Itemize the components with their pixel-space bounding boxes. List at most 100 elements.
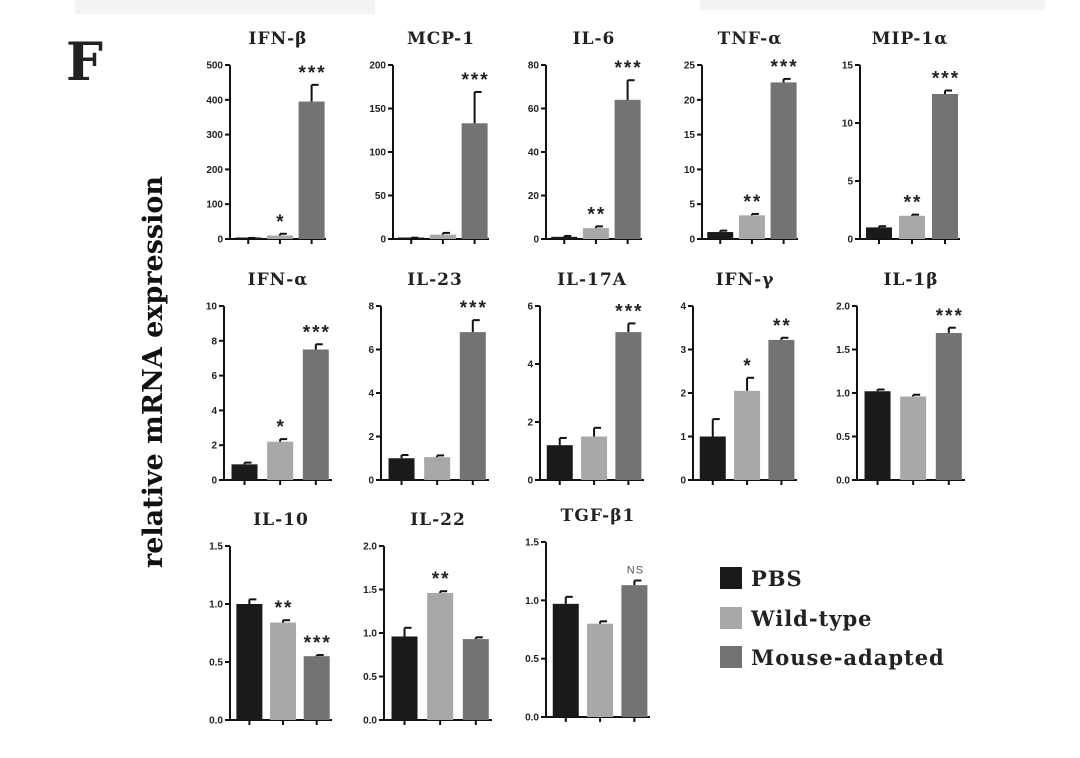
bar (546, 445, 573, 480)
significance-label: *** (932, 69, 960, 90)
bar (298, 101, 325, 239)
y-tick-label: 10 (684, 165, 696, 176)
y-tick-label: 0.5 (525, 654, 539, 665)
y-tick-label: 100 (369, 148, 386, 159)
bar (738, 215, 765, 239)
significance-label: *** (299, 63, 327, 84)
y-tick-label: 3 (680, 345, 686, 356)
chart-title: MIP-1α (872, 29, 949, 49)
bar (461, 123, 488, 239)
y-tick-label: 1 (680, 432, 686, 443)
y-tick-label: 200 (369, 61, 386, 72)
bar (552, 603, 579, 717)
y-tick-label: 500 (206, 61, 223, 72)
chart-panel: IL-23 0 2 4 6 8 *** (368, 270, 489, 487)
y-tick-label: 1.0 (363, 629, 377, 640)
y-tick-label: 0 (533, 235, 539, 246)
y-tick-label: 400 (206, 95, 223, 106)
y-tick-label: 6 (368, 345, 374, 356)
y-tick-label: 25 (684, 61, 696, 72)
y-tick-label: 0 (847, 235, 853, 246)
bar (770, 82, 797, 240)
bar (231, 464, 258, 480)
chart-title: IFN-γ (716, 270, 775, 290)
chart-title: TGF-β1 (561, 506, 636, 526)
bar (707, 232, 734, 239)
legend-item: PBS (720, 566, 802, 591)
significance-label: NS (627, 565, 644, 577)
significance-label: *** (615, 58, 643, 79)
y-tick-label: 60 (528, 104, 540, 115)
significance-label: * (276, 417, 285, 438)
chart-panel: IL-22 0.0 0.5 1.0 1.5 2.0 ** (363, 510, 492, 727)
significance-label: *** (936, 306, 964, 327)
legend-item: Wild-type (720, 606, 873, 631)
legend-swatch (720, 567, 742, 589)
y-tick-label: 4 (527, 360, 533, 371)
bar (581, 436, 608, 480)
chart-title: IL-23 (407, 270, 463, 290)
y-tick-label: 15 (684, 130, 696, 141)
y-tick-label: 150 (369, 104, 386, 115)
charts-grid: IFN-β0100200300400500****MCP-10501001502… (206, 29, 965, 727)
significance-label: * (743, 356, 752, 377)
y-tick-label: 0 (211, 476, 217, 487)
bar (932, 94, 958, 239)
y-tick-label: 4 (680, 302, 686, 313)
y-tick-label: 1.0 (209, 600, 223, 611)
bar (734, 390, 761, 480)
y-tick-label: 50 (375, 191, 387, 202)
bar (551, 236, 578, 239)
bar (236, 604, 263, 720)
chart-title: TNF-α (718, 29, 783, 49)
legend-label: Wild-type (750, 606, 873, 631)
chart-panel: IL-17A 0 2 4 6 *** (527, 270, 644, 487)
legend-swatch (720, 607, 742, 629)
y-tick-label: 0.0 (525, 713, 539, 724)
y-tick-label: 20 (528, 191, 540, 202)
y-tick-label: 0 (680, 476, 686, 487)
legend: PBS Wild-type Mouse-adapted (720, 566, 944, 670)
y-tick-label: 40 (528, 148, 540, 159)
bar (462, 639, 489, 720)
y-tick-label: 2 (680, 389, 686, 400)
y-tick-label: 15 (842, 61, 854, 72)
chart-title: IFN-β (249, 29, 308, 49)
bar (391, 636, 418, 720)
y-tick-label: 2 (368, 432, 374, 443)
top-strip (75, 0, 375, 14)
y-tick-label: 10 (842, 119, 854, 130)
significance-label: *** (771, 57, 799, 78)
y-tick-label: 300 (206, 130, 223, 141)
y-tick-label: 2 (527, 418, 533, 429)
y-tick-label: 0 (217, 235, 223, 246)
bar (303, 656, 330, 720)
bar (267, 441, 294, 480)
bar (935, 332, 962, 480)
y-tick-label: 2 (211, 441, 217, 452)
significance-label: *** (462, 70, 490, 91)
y-tick-label: 0.5 (836, 432, 850, 443)
y-tick-label: 0 (368, 476, 374, 487)
chart-title: IL-17A (557, 270, 627, 290)
y-tick-label: 100 (206, 200, 223, 211)
y-tick-label: 6 (527, 302, 533, 313)
chart-title: IL-1β (883, 270, 938, 290)
y-tick-label: 5 (847, 177, 853, 188)
chart-title: IFN-α (248, 270, 309, 290)
significance-label: ** (588, 204, 607, 225)
y-tick-label: 0.5 (209, 658, 223, 669)
significance-label: *** (460, 298, 488, 319)
significance-label: *** (303, 322, 331, 343)
significance-label: ** (744, 192, 763, 213)
y-tick-label: 0.0 (209, 716, 223, 727)
bar (388, 458, 415, 480)
bar (459, 332, 486, 480)
bar (587, 623, 614, 717)
chart-title: MCP-1 (407, 29, 475, 49)
y-tick-label: 20 (684, 95, 696, 106)
